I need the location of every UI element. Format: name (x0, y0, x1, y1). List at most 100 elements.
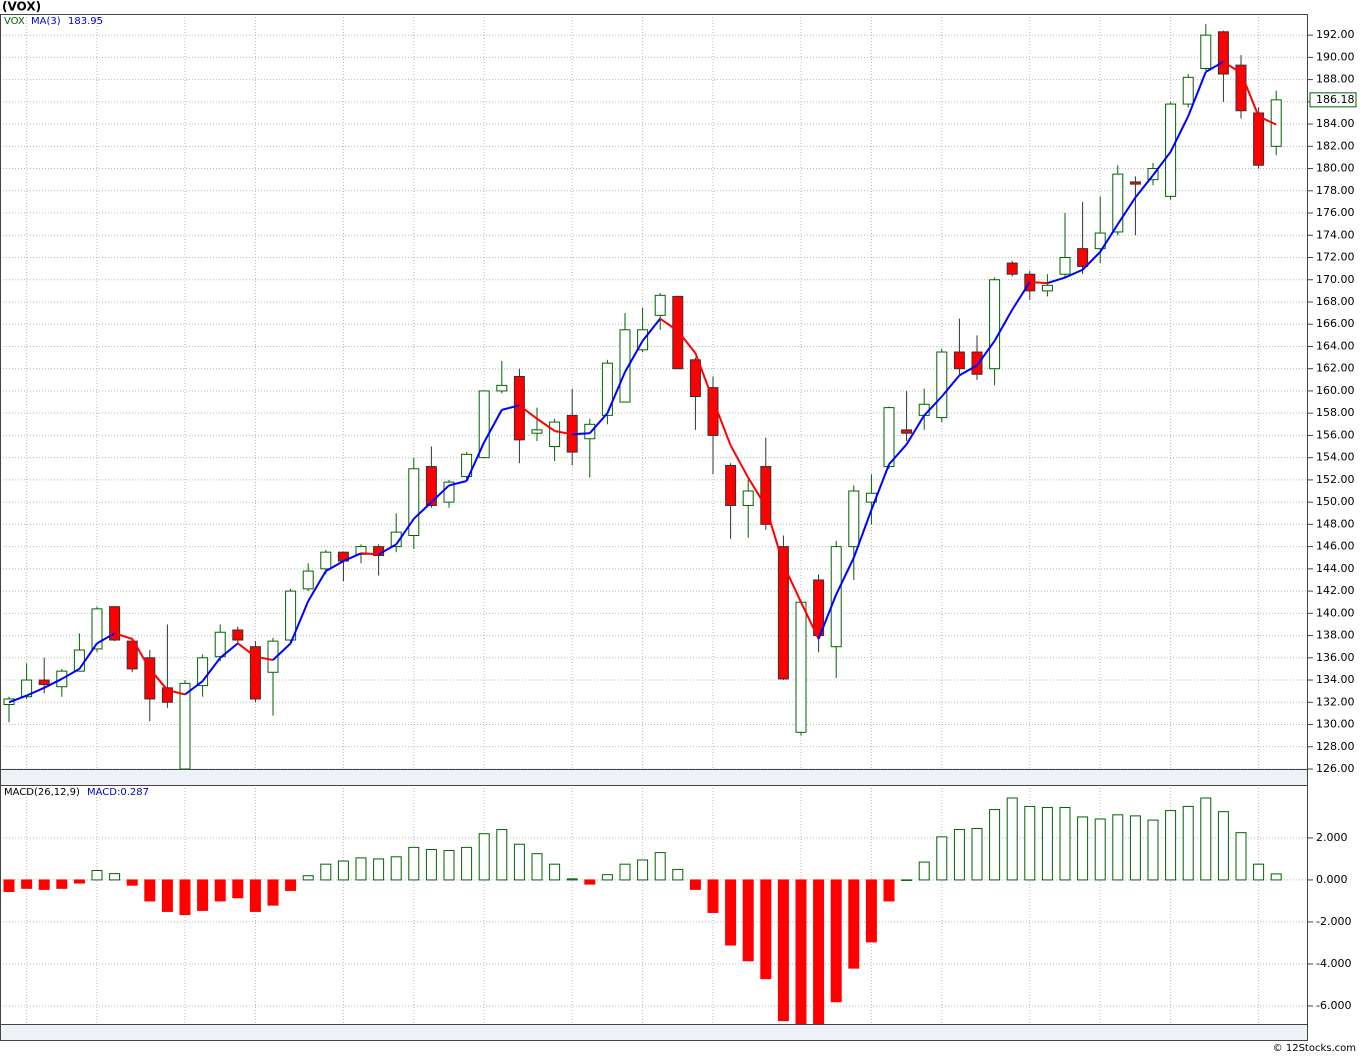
macd-bar (601, 874, 613, 881)
macd-bar (672, 868, 684, 881)
ma-segment (677, 330, 697, 354)
y-tick-label: 136.00 (1316, 651, 1355, 664)
ma-segment (941, 374, 961, 398)
ma-segment (835, 557, 855, 595)
candle-body (689, 359, 701, 398)
ma-segment (78, 642, 98, 670)
candle-body (531, 429, 543, 434)
ma-segment (201, 657, 221, 682)
ma-segment (1011, 281, 1031, 311)
candle-body (443, 481, 455, 503)
candle-body (179, 682, 191, 769)
footer: © 12Stocks.com (1273, 1043, 1356, 1054)
y-tick-label: 176.00 (1316, 206, 1355, 219)
candle-body (390, 531, 402, 548)
ma-segment (1222, 60, 1242, 74)
y-tick-label: 162.00 (1316, 362, 1355, 375)
y-tick-label: 180.00 (1316, 162, 1355, 175)
macd-bar (1200, 797, 1212, 881)
ma-segment (589, 412, 609, 434)
macd-bar (91, 869, 103, 881)
ma-segment (272, 642, 292, 661)
ma-segment (905, 414, 926, 445)
candle-body (461, 453, 473, 478)
legend-ma-value: 183.95 (68, 16, 103, 27)
y-tick-label: 142.00 (1316, 584, 1355, 597)
macd-bar (285, 879, 297, 891)
macd-bar (214, 879, 226, 902)
legend-ma: MA(3) (31, 16, 61, 27)
ma-segment (852, 509, 873, 559)
candle-body (901, 429, 913, 434)
ma-segment (624, 340, 644, 373)
macd-bar (144, 879, 156, 902)
macd-bar (390, 856, 402, 881)
candle-body (1077, 248, 1089, 267)
ma-segment (61, 668, 80, 680)
ma-segment (782, 563, 802, 603)
candle-body (302, 570, 314, 590)
ma-segment (870, 463, 890, 511)
macd-bar (337, 860, 349, 881)
y-tick-label: 192.00 (1316, 28, 1355, 41)
ma-segment (1258, 115, 1277, 126)
macd-bar (38, 879, 50, 890)
macd-bar (637, 859, 649, 881)
y-tick-label: 140.00 (1316, 606, 1355, 619)
macd-bar (73, 879, 85, 884)
y-tick-label: 146.00 (1316, 540, 1355, 553)
candle-body (1182, 76, 1194, 105)
candle-body (232, 629, 244, 641)
candle-body (848, 490, 860, 548)
macd-bar (742, 879, 754, 962)
ma-segment (1064, 268, 1084, 279)
ma-segment (1099, 223, 1119, 253)
ma-segment (465, 441, 486, 482)
macd-legend: MACD:0.287 (87, 787, 149, 798)
ma-segment (237, 642, 257, 658)
y-tick-label: 190.00 (1316, 50, 1355, 63)
y-tick-label: 170.00 (1316, 273, 1355, 286)
candle-body (161, 687, 173, 703)
candle-body (126, 640, 138, 670)
plot-area (3, 797, 1282, 1024)
macd-bar (1041, 806, 1053, 881)
y-tick-label: 164.00 (1316, 339, 1355, 352)
candle-body (496, 384, 508, 392)
y-tick-label: 2.000 (1316, 831, 1348, 844)
macd-bar (865, 879, 877, 943)
candle-body (1094, 232, 1106, 250)
macd-bar (707, 879, 719, 913)
candle-body (249, 646, 261, 700)
y-tick-label: 172.00 (1316, 251, 1355, 264)
ma-segment (1152, 151, 1172, 176)
candle-body (1112, 173, 1124, 233)
macd-bar (1147, 819, 1159, 881)
candle-body (1059, 257, 1071, 275)
macd-bar (953, 829, 965, 881)
macd-bar (179, 879, 191, 916)
candle-body (601, 362, 613, 416)
macd-bar (1235, 832, 1247, 881)
macd-bar (777, 879, 789, 1022)
macd-title: MACD(26,12,9) (4, 787, 80, 798)
ma-segment (817, 594, 838, 640)
macd-bar (1129, 815, 1141, 881)
y-tick-label: 128.00 (1316, 740, 1355, 753)
candle-body (989, 279, 1001, 370)
ma-segment (114, 632, 133, 640)
ma-segment (641, 318, 661, 342)
macd-bar (355, 857, 367, 881)
macd-bar (760, 879, 772, 980)
candle-body (109, 606, 121, 641)
candle-body (672, 295, 684, 370)
macd-bar (584, 879, 596, 885)
ma-segment (167, 689, 186, 696)
candle-body (91, 608, 103, 650)
ma-segment (1116, 196, 1137, 225)
y-tick-label: 152.00 (1316, 473, 1355, 486)
candle-body (725, 464, 737, 506)
ma-segment (255, 655, 274, 662)
ma-segment (1047, 276, 1066, 285)
y-tick-label: -6.000 (1316, 999, 1351, 1012)
